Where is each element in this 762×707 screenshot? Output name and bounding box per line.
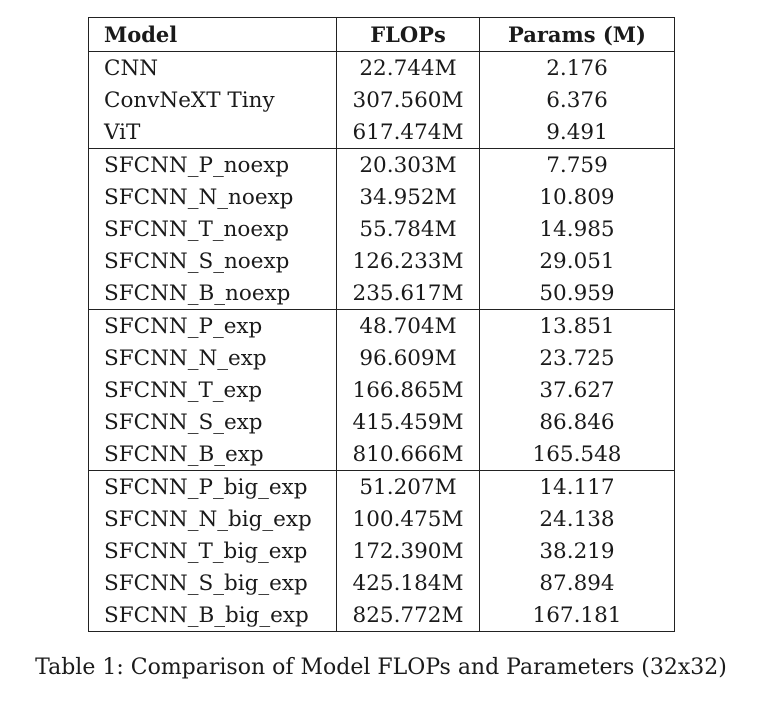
cell-flops: 425.184M (336, 567, 480, 599)
table-row: SFCNN_S_big_exp 425.184M 87.894 (88, 567, 675, 599)
cell-flops: 235.617M (336, 277, 480, 310)
cell-flops: 96.609M (336, 342, 480, 374)
table-row: SFCNN_B_exp 810.666M 165.548 (88, 438, 675, 471)
cell-params: 50.959 (479, 277, 675, 310)
cell-model: SFCNN_T_exp (88, 374, 337, 406)
results-table: Model FLOPs Params (M) CNN 22.744M 2.176 Co… (88, 17, 675, 632)
header-flops: FLOPs (336, 17, 480, 52)
table-row: CNN 22.744M 2.176 (88, 51, 675, 84)
cell-params: 7.759 (479, 148, 675, 181)
cell-flops: 55.784M (336, 213, 480, 245)
cell-params: 6.376 (479, 84, 675, 116)
cell-params: 87.894 (479, 567, 675, 599)
table-caption: Table 1: Comparison of Model FLOPs and P… (35, 655, 727, 680)
cell-params: 23.725 (479, 342, 675, 374)
cell-model: SFCNN_T_big_exp (88, 535, 337, 567)
cell-flops: 172.390M (336, 535, 480, 567)
cell-params: 37.627 (479, 374, 675, 406)
cell-model: SFCNN_P_noexp (88, 148, 337, 181)
cell-flops: 22.744M (336, 51, 480, 84)
cell-model: SFCNN_B_noexp (88, 277, 337, 310)
cell-params: 10.809 (479, 181, 675, 213)
cell-flops: 810.666M (336, 438, 480, 471)
table-row: SFCNN_B_big_exp 825.772M 167.181 (88, 599, 675, 632)
table-row: SFCNN_P_noexp 20.303M 7.759 (88, 148, 675, 181)
cell-params: 86.846 (479, 406, 675, 438)
table-row: SFCNN_N_big_exp 100.475M 24.138 (88, 503, 675, 535)
cell-flops: 307.560M (336, 84, 480, 116)
cell-flops: 51.207M (336, 470, 480, 503)
cell-params: 38.219 (479, 535, 675, 567)
cell-model: SFCNN_S_big_exp (88, 567, 337, 599)
cell-flops: 48.704M (336, 309, 480, 342)
cell-model: SFCNN_P_big_exp (88, 470, 337, 503)
cell-model: SFCNN_N_exp (88, 342, 337, 374)
cell-model: SFCNN_S_exp (88, 406, 337, 438)
cell-model: SFCNN_N_big_exp (88, 503, 337, 535)
table-row: SFCNN_P_exp 48.704M 13.851 (88, 309, 675, 342)
cell-flops: 100.475M (336, 503, 480, 535)
cell-model: ViT (88, 116, 337, 149)
cell-model: SFCNN_N_noexp (88, 181, 337, 213)
cell-params: 165.548 (479, 438, 675, 471)
cell-model: CNN (88, 51, 337, 84)
cell-flops: 20.303M (336, 148, 480, 181)
cell-params: 14.985 (479, 213, 675, 245)
cell-flops: 166.865M (336, 374, 480, 406)
table-row: SFCNN_S_noexp 126.233M 29.051 (88, 245, 675, 277)
table-row: SFCNN_T_big_exp 172.390M 38.219 (88, 535, 675, 567)
header-row: Model FLOPs Params (M) (88, 17, 675, 52)
table-header: Model FLOPs Params (M) (88, 17, 675, 52)
table-row: SFCNN_P_big_exp 51.207M 14.117 (88, 470, 675, 503)
cell-model: SFCNN_S_noexp (88, 245, 337, 277)
cell-model: SFCNN_B_big_exp (88, 599, 337, 632)
cell-model: SFCNN_B_exp (88, 438, 337, 471)
cell-params: 13.851 (479, 309, 675, 342)
table-row: ViT 617.474M 9.491 (88, 116, 675, 149)
cell-model: ConvNeXT Tiny (88, 84, 337, 116)
cell-flops: 415.459M (336, 406, 480, 438)
table-body: CNN 22.744M 2.176 ConvNeXT Tiny 307.560M 6.37… (88, 51, 675, 632)
cell-flops: 126.233M (336, 245, 480, 277)
header-params: Params (M) (479, 17, 675, 52)
cell-params: 24.138 (479, 503, 675, 535)
table-row: SFCNN_S_exp 415.459M 86.846 (88, 406, 675, 438)
cell-flops: 617.474M (336, 116, 480, 149)
cell-model: SFCNN_T_noexp (88, 213, 337, 245)
cell-params: 2.176 (479, 51, 675, 84)
cell-flops: 34.952M (336, 181, 480, 213)
table-row: SFCNN_T_noexp 55.784M 14.985 (88, 213, 675, 245)
cell-params: 29.051 (479, 245, 675, 277)
table-row: SFCNN_B_noexp 235.617M 50.959 (88, 277, 675, 310)
cell-flops: 825.772M (336, 599, 480, 632)
table-row: ConvNeXT Tiny 307.560M 6.376 (88, 84, 675, 116)
table-row: SFCNN_N_exp 96.609M 23.725 (88, 342, 675, 374)
cell-params: 9.491 (479, 116, 675, 149)
table-row: SFCNN_N_noexp 34.952M 10.809 (88, 181, 675, 213)
header-model: Model (88, 17, 337, 52)
cell-params: 167.181 (479, 599, 675, 632)
cell-params: 14.117 (479, 470, 675, 503)
table-row: SFCNN_T_exp 166.865M 37.627 (88, 374, 675, 406)
cell-model: SFCNN_P_exp (88, 309, 337, 342)
